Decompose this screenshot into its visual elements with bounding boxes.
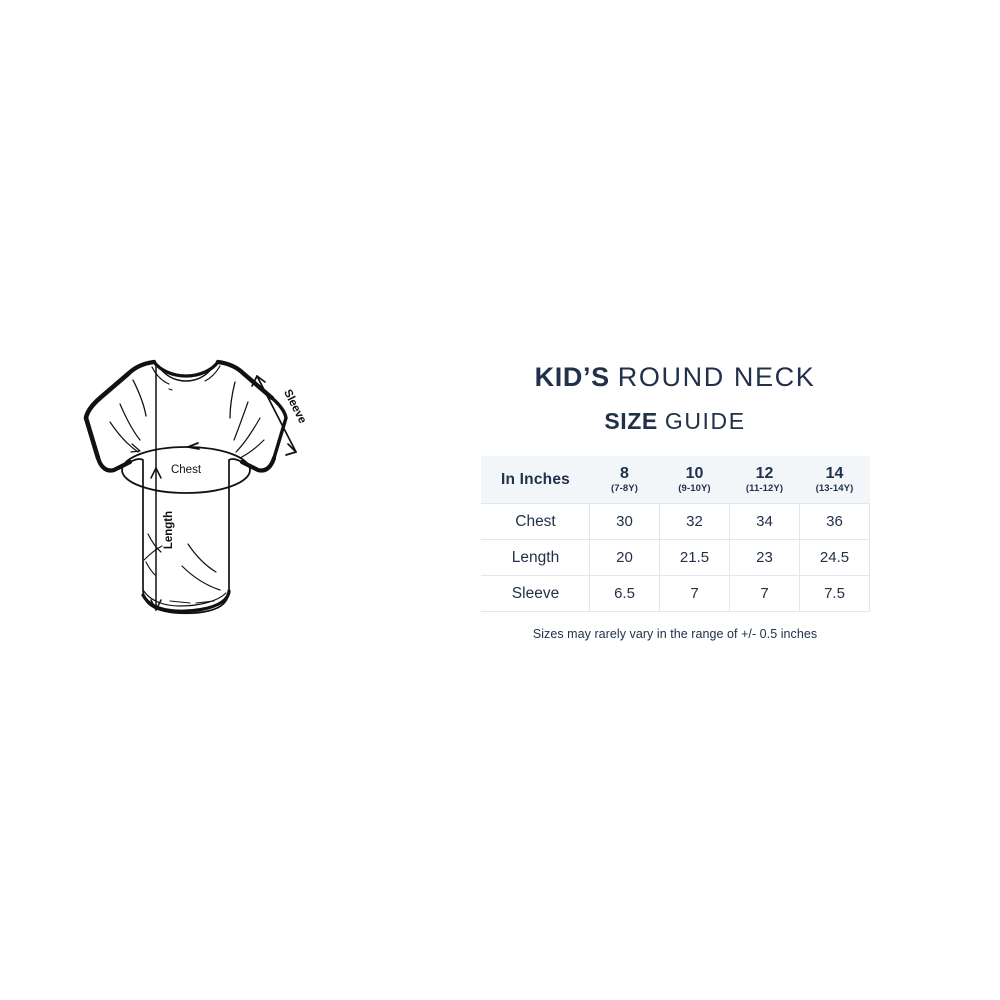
- length-arrowhead-bottom: [150, 599, 162, 611]
- shirt-left-shoulder-bold: [125, 359, 157, 377]
- size-number-12: 12: [755, 465, 774, 482]
- cell-sleeve-12: 7: [729, 575, 800, 612]
- sleeve-arrowhead-top: [251, 375, 266, 387]
- hem-inner-line: [142, 589, 227, 607]
- chest-arrowhead: [187, 442, 200, 450]
- fold-body-left: [147, 533, 162, 553]
- sleeve-arrowhead-bottom: [285, 443, 297, 456]
- tshirt-illustration: Chest Length Sleeve: [36, 352, 336, 652]
- fold-body-left-b: [145, 561, 156, 576]
- size-variance-note: Sizes may rarely vary in the range of +/…: [532, 627, 818, 641]
- size-number-10: 10: [685, 465, 704, 482]
- fold-right-sleeve-b: [235, 417, 261, 453]
- size-column-header-10: 10 (9-10Y): [659, 456, 730, 504]
- size-number-8: 8: [620, 465, 629, 482]
- cell-length-8: 20: [589, 539, 660, 576]
- collar-shadow-left: [151, 366, 170, 385]
- shirt-left-cuff-bold: [95, 455, 133, 473]
- cell-length-14: 24.5: [799, 539, 870, 576]
- shirt-right-cuff-bold: [239, 455, 277, 473]
- fold-left-sleeve-b: [109, 421, 139, 453]
- chest-measure-ellipse: [121, 446, 251, 494]
- length-leader-line: [143, 545, 163, 561]
- fold-body-right-a: [187, 543, 217, 573]
- collar-inner: [157, 364, 215, 382]
- page-subtitle-strong: SIZE: [604, 408, 658, 434]
- length-arrowhead-top: [150, 467, 162, 479]
- table-row: Length 20 21.5 23 24.5: [481, 539, 870, 576]
- cell-chest-8: 30: [589, 503, 660, 540]
- row-label-chest: Chest: [481, 503, 590, 540]
- shirt-left-sleeve-bold: [83, 371, 131, 461]
- size-table: In Inches 8 (7-8Y) 10 (9-10Y) 12 (11-12Y…: [481, 456, 870, 612]
- fold-left-sleeve-a: [119, 403, 141, 441]
- fold-left-arrowtip: [130, 443, 141, 453]
- size-table-header-row: In Inches 8 (7-8Y) 10 (9-10Y) 12 (11-12Y…: [481, 456, 870, 504]
- tshirt-diagram-svg: Chest Length Sleeve: [83, 359, 308, 615]
- page-title: KID’S ROUND NECK: [440, 360, 910, 394]
- size-age-14: (13-14Y): [815, 483, 854, 494]
- page-subtitle-light: GUIDE: [664, 408, 746, 434]
- cell-chest-14: 36: [799, 503, 870, 540]
- shirt-body-outline: [85, 361, 287, 615]
- table-row: Chest 30 32 34 36: [481, 503, 870, 540]
- fold-left-shoulder: [132, 379, 147, 417]
- page-subtitle: SIZE GUIDE: [440, 406, 910, 436]
- cell-length-10: 21.5: [659, 539, 730, 576]
- fold-body-right-b: [181, 565, 221, 591]
- fold-right-sleeve-c: [239, 439, 265, 459]
- cell-sleeve-8: 6.5: [589, 575, 660, 612]
- size-table-body: Chest 30 32 34 36 Length 20 21.5 23 24.5: [481, 503, 870, 612]
- cell-length-12: 23: [729, 539, 800, 576]
- shirt-right-shoulder-bold: [215, 359, 275, 401]
- size-number-14: 14: [825, 465, 844, 482]
- table-corner-label: In Inches: [481, 456, 590, 504]
- size-column-header-12: 12 (11-12Y): [729, 456, 800, 504]
- size-guide-panel: KID’S ROUND NECK SIZE GUIDE In Inches 8 …: [440, 360, 910, 642]
- fold-hem-dash-a: [169, 600, 191, 604]
- cell-sleeve-14: 7.5: [799, 575, 870, 612]
- sleeve-measure-line: [256, 375, 297, 453]
- length-measure-label: Length: [163, 511, 175, 549]
- page-title-light: ROUND NECK: [617, 362, 816, 392]
- collar-outer: [152, 360, 220, 378]
- row-label-length: Length: [481, 539, 590, 576]
- collar-tick: [168, 388, 173, 391]
- size-column-header-14: 14 (13-14Y): [799, 456, 870, 504]
- fold-right-shoulder: [229, 381, 236, 419]
- table-row: Sleeve 6.5 7 7 7.5: [481, 575, 870, 612]
- page-title-strong: KID’S: [534, 362, 610, 392]
- row-label-sleeve: Sleeve: [481, 575, 590, 612]
- size-age-10: (9-10Y): [678, 483, 711, 494]
- size-age-12: (11-12Y): [745, 483, 784, 494]
- fold-right-sleeve-a: [233, 401, 249, 441]
- cell-chest-12: 34: [729, 503, 800, 540]
- size-table-head: In Inches 8 (7-8Y) 10 (9-10Y) 12 (11-12Y…: [481, 456, 870, 504]
- size-column-header-8: 8 (7-8Y): [589, 456, 660, 504]
- chest-measure-label: Chest: [171, 464, 202, 476]
- cell-chest-10: 32: [659, 503, 730, 540]
- size-age-8: (7-8Y): [611, 483, 638, 494]
- shirt-right-sleeve-bold: [270, 396, 288, 460]
- cell-sleeve-10: 7: [659, 575, 730, 612]
- collar-shadow-right: [204, 365, 221, 382]
- size-table-container: In Inches 8 (7-8Y) 10 (9-10Y) 12 (11-12Y…: [481, 456, 870, 642]
